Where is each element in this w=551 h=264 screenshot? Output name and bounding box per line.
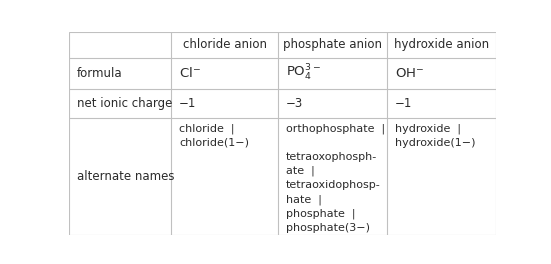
Text: formula: formula [77,67,122,80]
Text: hydroxide anion: hydroxide anion [394,38,489,51]
Text: −1: −1 [179,97,196,110]
Text: net ionic charge: net ionic charge [77,97,172,110]
Text: −3: −3 [286,97,303,110]
Text: orthophosphate  |

tetraoxophosph-
ate  |
tetraoxidophosp-
hate  |
phosphate  |
: orthophosphate | tetraoxophosph- ate | t… [286,123,385,233]
Text: alternate names: alternate names [77,170,174,183]
Text: chloride anion: chloride anion [183,38,267,51]
Text: Cl$^{-}$: Cl$^{-}$ [179,66,201,80]
Text: chloride  |
chloride(1−): chloride | chloride(1−) [179,123,249,148]
Text: PO$_{4}^{3-}$: PO$_{4}^{3-}$ [286,63,321,83]
Text: −1: −1 [395,97,412,110]
Text: OH$^{-}$: OH$^{-}$ [395,67,424,80]
Text: hydroxide  |
hydroxide(1−): hydroxide | hydroxide(1−) [395,123,475,148]
Text: phosphate anion: phosphate anion [283,38,382,51]
